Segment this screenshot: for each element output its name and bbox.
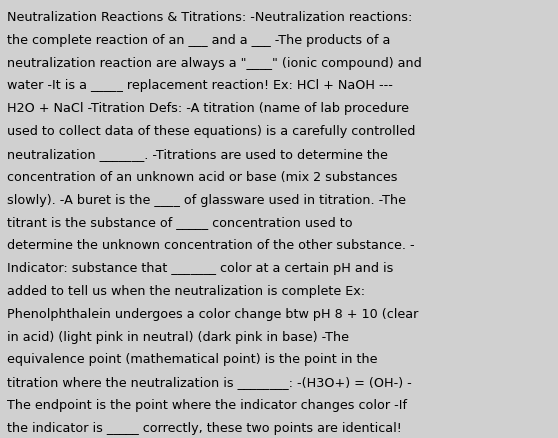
Text: equivalence point (mathematical point) is the point in the: equivalence point (mathematical point) i… (7, 353, 377, 366)
Text: added to tell us when the neutralization is complete Ex:: added to tell us when the neutralization… (7, 284, 365, 297)
Text: Phenolphthalein undergoes a color change btw pH 8 + 10 (clear: Phenolphthalein undergoes a color change… (7, 307, 418, 320)
Text: H2O + NaCl -Titration Defs: -A titration (name of lab procedure: H2O + NaCl -Titration Defs: -A titration… (7, 102, 408, 115)
Text: neutralization reaction are always a "____" (ionic compound) and: neutralization reaction are always a "__… (7, 57, 421, 70)
Text: the indicator is _____ correctly, these two points are identical!: the indicator is _____ correctly, these … (7, 421, 401, 434)
Text: Neutralization Reactions & Titrations: -Neutralization reactions:: Neutralization Reactions & Titrations: -… (7, 11, 412, 24)
Text: titration where the neutralization is ________: -(H3O+) = (OH-) -: titration where the neutralization is __… (7, 375, 411, 389)
Text: water -It is a _____ replacement reaction! Ex: HCl + NaOH ---: water -It is a _____ replacement reactio… (7, 79, 393, 92)
Text: determine the unknown concentration of the other substance. -: determine the unknown concentration of t… (7, 239, 415, 252)
Text: slowly). -A buret is the ____ of glassware used in titration. -The: slowly). -A buret is the ____ of glasswa… (7, 193, 406, 206)
Text: titrant is the substance of _____ concentration used to: titrant is the substance of _____ concen… (7, 216, 352, 229)
Text: concentration of an unknown acid or base (mix 2 substances: concentration of an unknown acid or base… (7, 170, 397, 184)
Text: the complete reaction of an ___ and a ___ -The products of a: the complete reaction of an ___ and a __… (7, 34, 390, 47)
Text: in acid) (light pink in neutral) (dark pink in base) -The: in acid) (light pink in neutral) (dark p… (7, 330, 349, 343)
Text: Indicator: substance that _______ color at a certain pH and is: Indicator: substance that _______ color … (7, 261, 393, 275)
Text: used to collect data of these equations) is a carefully controlled: used to collect data of these equations)… (7, 125, 415, 138)
Text: The endpoint is the point where the indicator changes color -If: The endpoint is the point where the indi… (7, 398, 407, 411)
Text: neutralization _______. -Titrations are used to determine the: neutralization _______. -Titrations are … (7, 148, 388, 161)
